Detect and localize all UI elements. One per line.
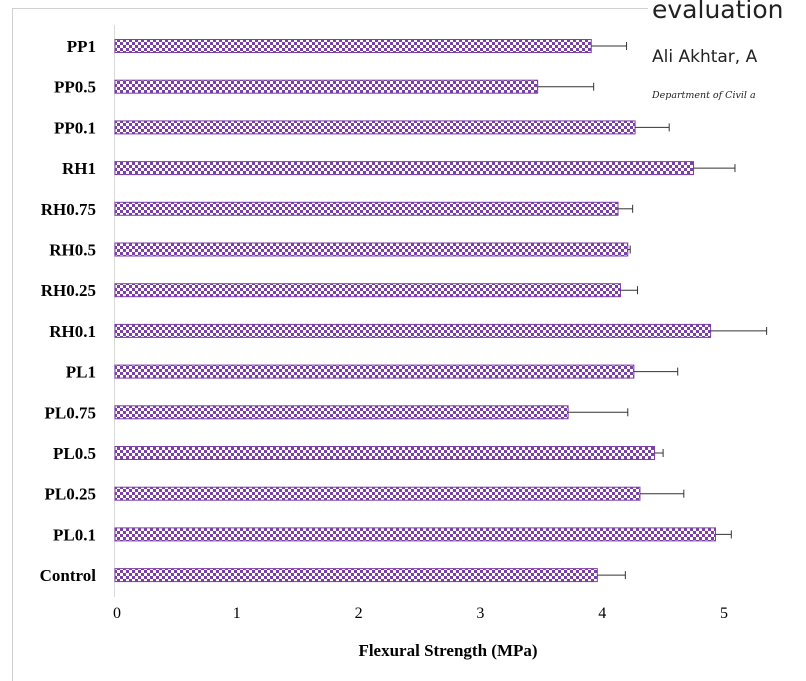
bar-rh0-75 [114,201,619,216]
category-label-pp1: PP1 [67,37,96,56]
category-label-rh1: RH1 [62,159,96,178]
x-tick-label-3: 3 [476,605,484,622]
x-tick-labels: 0 1 2 3 4 5 [113,605,728,622]
bar-pp0-5 [114,79,539,94]
category-label-pp0-1: PP0.1 [54,118,96,137]
paper-title-fragment: evaluation [652,0,784,24]
category-label-pl0-25: PL0.25 [45,485,96,504]
bar-rh0-1 [114,323,712,338]
category-label-pl0-5: PL0.5 [53,444,96,463]
bar-pp0-1 [114,120,636,135]
category-label-rh0-25: RH0.25 [41,281,96,300]
bar-pl1 [114,364,635,379]
x-tick-label-1: 1 [233,605,241,622]
category-label-control: Control [40,566,97,585]
category-label-rh0-5: RH0.5 [49,241,96,260]
x-tick-label-5: 5 [720,605,728,622]
category-label-rh0-1: RH0.1 [49,322,96,341]
category-label-pl1: PL1 [66,363,96,382]
paper-department-fragment: Department of Civil a [651,90,756,101]
x-axis-title: Flexural Strength (MPa) [358,641,537,660]
category-label-pl0-75: PL0.75 [45,403,96,422]
bars-layer [114,39,768,583]
category-label-pl0-1: PL0.1 [53,525,96,544]
bar-control [114,568,598,583]
category-labels: PP1 PP0.5 PP0.1 RH1 RH0.75 RH0.5 RH0.25 RH0.1 PL… [40,37,97,585]
paper-authors-fragment: Ali Akhtar, A [652,47,758,67]
bar-rh1 [114,161,695,176]
bar-rh0-25 [114,283,621,298]
x-tick-label-4: 4 [598,605,606,622]
x-tick-label-0: 0 [113,605,121,622]
category-label-pp0-5: PP0.5 [54,78,96,97]
bar-rh0-5 [114,242,629,257]
bar-pl0-75 [114,405,569,420]
category-label-rh0-75: RH0.75 [41,200,96,219]
bar-pp1 [114,39,592,53]
x-tick-label-2: 2 [355,605,363,622]
bar-pl0-25 [114,486,641,501]
bar-pl0-5 [114,446,656,460]
bar-pl0-1 [114,527,716,542]
